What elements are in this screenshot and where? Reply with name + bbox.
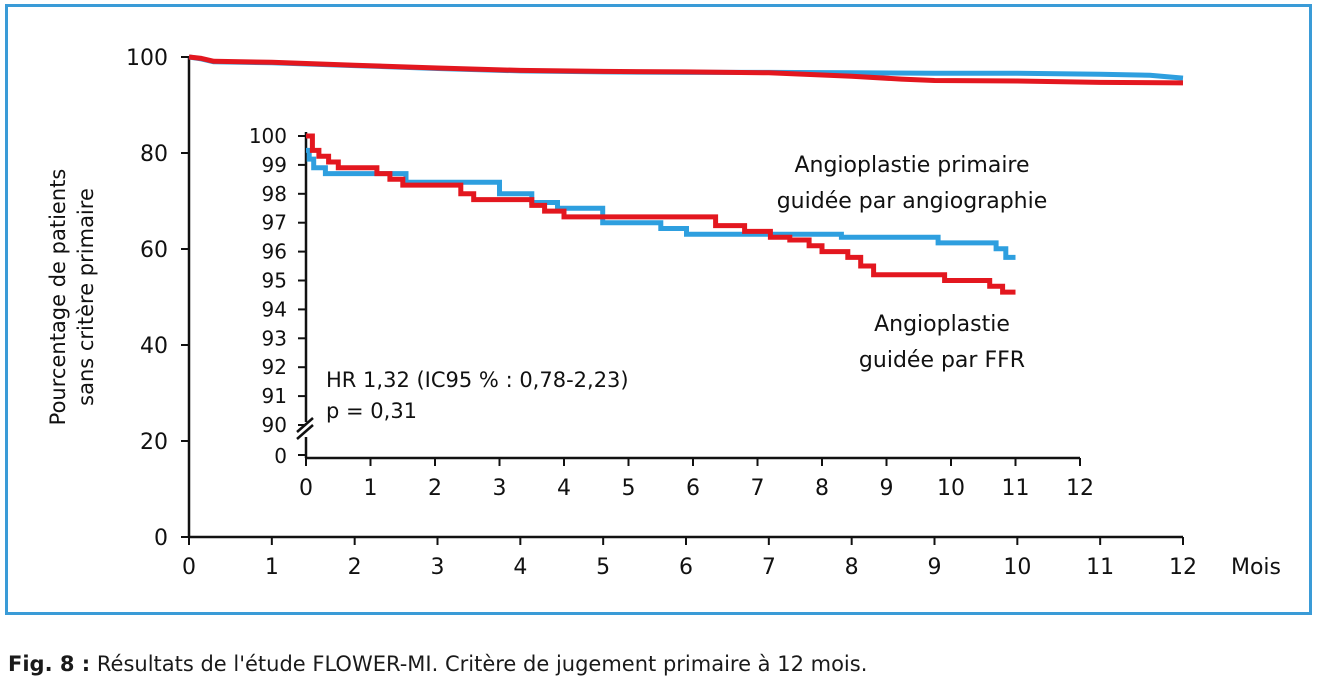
main-x-tick-label: 0: [182, 555, 196, 580]
main-y-axis-label: Pourcentage de patients sans critère prim…: [46, 169, 98, 426]
main-y-tick-label: 80: [140, 142, 168, 167]
main-series-angiographie: [188, 54, 1184, 81]
inset-x-tick-label: 0: [299, 476, 313, 501]
inset-x-tick-label: 1: [364, 476, 378, 501]
inset-y-tick-label: 91: [262, 384, 287, 408]
inset-x-tick-label: 6: [686, 476, 700, 501]
series-label-angiographie: Angioplastie primaire: [794, 153, 1029, 178]
inset-x-tick-label: 7: [751, 476, 765, 501]
figure-caption: Fig. 8 : Résultats de l'étude FLOWER-MI.…: [8, 652, 867, 676]
figure-frame: [5, 4, 1312, 615]
main-x-tick-label: 4: [513, 555, 527, 580]
inset-x-tick-label: 12: [1066, 476, 1094, 501]
main-y-axis-label-line: sans critère primaire: [74, 188, 98, 406]
inset-y-tick-label: 92: [262, 355, 287, 379]
inset-series-ffr: [306, 133, 1016, 295]
main-y-tick-label: 0: [154, 526, 168, 551]
main-x-tick-label: 6: [679, 555, 693, 580]
main-x-tick-label: 10: [1003, 555, 1031, 580]
series-label-ffr: Angioplastie: [874, 312, 1010, 337]
series-label-ffr: guidée par FFR: [859, 348, 1025, 373]
caption-text: Résultats de l'étude FLOWER-MI. Critère …: [96, 652, 868, 676]
main-x-tick-label: 11: [1086, 555, 1114, 580]
main-series-ffr: [188, 54, 1184, 86]
main-x-tick-label: 5: [596, 555, 610, 580]
inset-y-tick-label: 97: [262, 211, 287, 235]
inset-x-tick-label: 5: [622, 476, 636, 501]
main-y-axis-label-line: Pourcentage de patients: [46, 169, 70, 426]
inset-x-tick-label: 2: [428, 476, 442, 501]
inset-y-tick-label: 99: [262, 153, 287, 177]
inset-y-tick-label: 96: [262, 240, 287, 264]
inset-x-tick-label: 8: [815, 476, 829, 501]
inset-y-tick-label: 98: [262, 182, 287, 206]
inset-annotation-hr: HR 1,32 (IC95 % : 0,78-2,23): [326, 368, 629, 392]
main-x-tick-label: 1: [265, 555, 279, 580]
main-x-tick-label: 2: [348, 555, 362, 580]
main-y-tick-label: 40: [140, 334, 168, 359]
main-x-tick-label: 3: [431, 555, 445, 580]
main-x-tick-label: 7: [762, 555, 776, 580]
inset-x-tick-label: 3: [493, 476, 507, 501]
inset-axis-break-mark: [296, 424, 314, 440]
series-label-angiographie: guidée par angiographie: [777, 189, 1048, 214]
main-y-tick-label: 20: [140, 430, 168, 455]
main-x-axis-label: Mois: [1231, 555, 1281, 580]
inset-x-tick-label: 11: [1002, 476, 1030, 501]
inset-y-tick-label: 94: [262, 297, 287, 321]
main-y-tick-label: 60: [140, 238, 168, 263]
inset-y-tick-label-break: 0: [274, 444, 287, 468]
inset-x-tick-label: 9: [880, 476, 894, 501]
inset-y-tick-label: 100: [249, 124, 287, 148]
caption-label: Fig. 8 :: [8, 652, 91, 676]
inset-y-tick-label: 93: [262, 326, 287, 350]
inset-y-tick-label: 95: [262, 269, 287, 293]
main-x-tick-label: 8: [845, 555, 859, 580]
inset-annotation-p: p = 0,31: [326, 399, 417, 423]
inset-y-tick-label: 90: [262, 413, 287, 437]
main-x-tick-label: 9: [928, 555, 942, 580]
main-y-tick-label: 100: [126, 46, 168, 71]
inset-x-tick-label: 10: [937, 476, 965, 501]
inset-x-tick-label: 4: [557, 476, 571, 501]
main-x-tick-label: 12: [1169, 555, 1197, 580]
